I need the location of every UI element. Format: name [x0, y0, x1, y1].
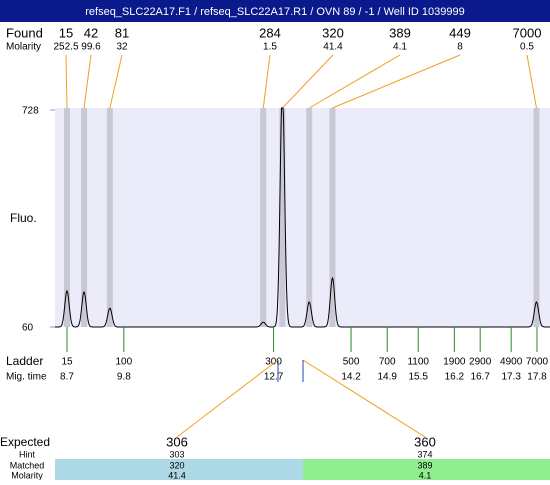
found-size: 15	[59, 25, 73, 40]
expected-molarity: 41.4	[168, 470, 186, 480]
expected-size: 306	[166, 434, 188, 449]
found-molarity: 4.1	[393, 42, 407, 53]
ladder-size: 1100	[407, 357, 429, 368]
ladder-size: 7000	[526, 357, 549, 368]
found-molarity: 8	[457, 42, 463, 53]
ladder-time: 9.8	[117, 372, 131, 383]
ladder-time: 8.7	[60, 372, 74, 383]
found-molarity: 1.5	[263, 42, 277, 53]
hint-label: Hint	[19, 449, 36, 459]
ladder-size: 700	[379, 357, 396, 368]
expected-hint: 303	[169, 449, 184, 459]
ladder-time: 12.7	[264, 372, 284, 383]
y-tick-label: 60	[22, 323, 34, 334]
expected-molarity: 4.1	[419, 470, 432, 480]
peak-band	[106, 108, 113, 327]
expected-cell-2	[303, 459, 550, 480]
matched-label: Matched	[10, 460, 45, 470]
trace	[55, 107, 550, 328]
ladder-size: 4900	[500, 357, 523, 368]
found-connector	[109, 54, 123, 109]
found-connector	[308, 54, 401, 109]
expected-connector	[302, 359, 426, 438]
found-label: Found	[6, 25, 43, 40]
peak-band	[533, 108, 540, 327]
found-size: 81	[115, 25, 129, 40]
ladder-time: 16.7	[470, 372, 490, 383]
found-connector	[83, 54, 92, 109]
found-connector	[526, 54, 537, 109]
ladder-time: 14.2	[341, 372, 361, 383]
peak-band	[306, 108, 313, 327]
ladder-size: 300	[265, 357, 282, 368]
y-axis-label: Fluo.	[10, 211, 37, 225]
peak-band	[64, 108, 70, 327]
expected-matched: 320	[169, 460, 184, 470]
found-molarity: 41.4	[323, 42, 343, 53]
ladder-time: 17.3	[501, 372, 521, 383]
expected-hint: 374	[417, 449, 432, 459]
ladder-size: 2900	[469, 357, 492, 368]
ladder-size: 1900	[443, 357, 466, 368]
title: refseq_SLC22A17.F1 / refseq_SLC22A17.R1 …	[85, 6, 465, 18]
title-bar	[0, 0, 550, 22]
peak-band	[81, 108, 88, 327]
ladder-size: 500	[343, 357, 360, 368]
found-size: 7000	[513, 25, 542, 40]
found-size: 42	[84, 25, 98, 40]
found-molarity: 32	[116, 42, 128, 53]
exp-molarity-label: Molarity	[11, 470, 43, 480]
mig-time-label: Mig. time	[6, 372, 47, 383]
found-connector	[65, 54, 68, 109]
found-molarity: 99.6	[81, 42, 101, 53]
plot-area	[55, 108, 550, 327]
ladder-size: 15	[61, 357, 73, 368]
found-connector	[262, 54, 271, 109]
found-size: 320	[322, 25, 344, 40]
peak-band	[279, 108, 286, 327]
ladder-time: 17.8	[527, 372, 547, 383]
found-molarity: 0.5	[520, 42, 534, 53]
ladder-label: Ladder	[6, 354, 43, 368]
y-tick-label: 728	[22, 106, 39, 117]
expected-label: Expected	[0, 435, 50, 449]
molarity-label: Molarity	[6, 42, 41, 53]
found-size: 389	[389, 25, 411, 40]
found-size: 284	[259, 25, 281, 40]
ladder-size: 100	[115, 357, 132, 368]
expected-matched: 389	[417, 460, 432, 470]
expected-size: 360	[414, 434, 436, 449]
peak-band	[260, 108, 267, 327]
ladder-time: 16.2	[445, 372, 465, 383]
found-connector	[282, 54, 334, 109]
expected-connector	[176, 359, 279, 438]
found-connector	[332, 54, 461, 109]
ladder-time: 15.5	[408, 372, 428, 383]
found-size: 449	[449, 25, 471, 40]
found-molarity: 252.5	[53, 42, 78, 53]
ladder-time: 14.9	[377, 372, 397, 383]
peak-band	[329, 108, 336, 327]
expected-cell-1	[55, 459, 303, 480]
